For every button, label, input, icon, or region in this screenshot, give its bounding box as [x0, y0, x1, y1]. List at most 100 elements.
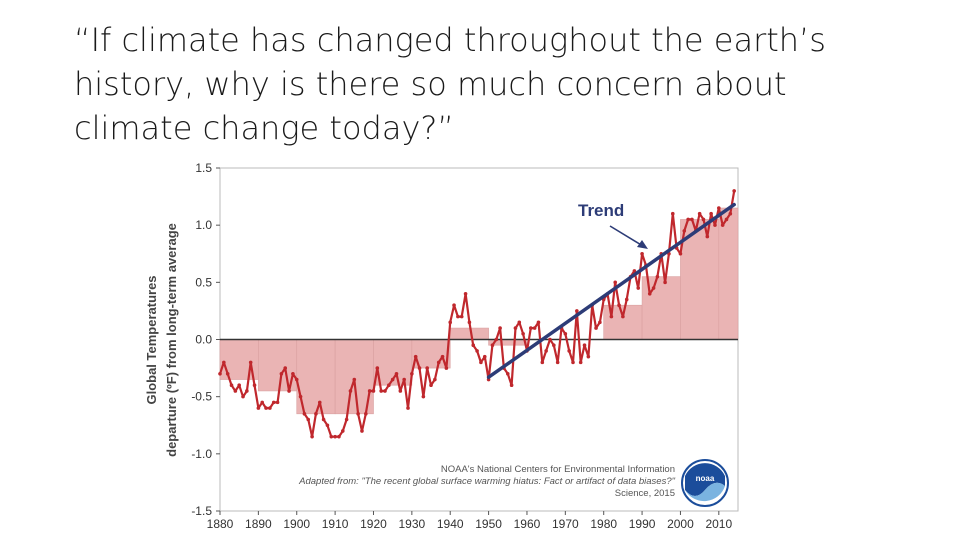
temperature-point-1916 [356, 412, 360, 416]
temperature-point-1892 [264, 406, 268, 410]
credit-line-2: Adapted from: "The recent global surface… [298, 476, 675, 487]
temperature-point-1930 [410, 372, 414, 376]
temperature-point-1945 [467, 320, 472, 325]
y-tick-label-0: 1.5 [195, 161, 212, 175]
y-tick-label-2: 0.5 [195, 275, 212, 289]
temperature-point-1944 [463, 291, 468, 296]
temperature-point-1922 [379, 389, 383, 393]
temperature-point-2010 [717, 206, 721, 210]
temperature-point-1887 [245, 389, 249, 393]
temperature-point-2001 [682, 229, 687, 233]
x-tick-label-10: 1980 [590, 517, 617, 531]
temperature-point-1898 [287, 389, 291, 393]
temperature-point-1893 [268, 406, 272, 410]
y-tick-label-4: -0.5 [191, 390, 212, 404]
temperature-point-1927 [398, 389, 403, 393]
trend-arrow-shaft [609, 225, 644, 247]
chart-credit: NOAA's National Centers for Environmenta… [298, 464, 675, 499]
temperature-point-1925 [390, 377, 395, 382]
temperature-point-1976 [586, 354, 591, 359]
temperature-point-1961 [529, 326, 533, 330]
temperature-point-2013 [728, 211, 733, 216]
temperature-chart: Global Temperatures departure (ºF) from … [144, 161, 739, 531]
temperature-point-2002 [686, 217, 690, 222]
temperature-point-1917 [360, 429, 364, 433]
temperature-point-1951 [490, 343, 495, 348]
temperature-point-1924 [387, 383, 391, 388]
temperature-point-1933 [421, 394, 426, 399]
temperature-point-1888 [248, 360, 253, 365]
y-axis-label-line-1: Global Temperatures [144, 275, 159, 404]
x-tick-label-8: 1960 [514, 517, 541, 531]
decade-bar-2 [296, 339, 336, 415]
temperature-point-1992 [647, 291, 652, 296]
y-axis-label: Global Temperatures departure (ºF) from … [144, 223, 179, 457]
temperature-point-1931 [413, 354, 418, 359]
temperature-point-1913 [344, 417, 349, 422]
decade-bar-6 [449, 327, 489, 340]
temperature-point-1956 [509, 383, 514, 388]
temperature-point-1952 [494, 337, 499, 342]
temperature-point-1970 [563, 331, 568, 336]
temperature-point-1978 [594, 326, 598, 330]
temperature-point-1896 [279, 372, 284, 376]
temperature-point-1973 [575, 309, 579, 313]
y-tick-label-3: 0.0 [195, 333, 212, 347]
temperature-point-1886 [241, 394, 245, 399]
temperature-point-1914 [348, 389, 353, 393]
temperature-point-1946 [471, 343, 476, 348]
temperature-point-1903 [306, 417, 311, 422]
temperature-point-1899 [291, 372, 295, 376]
temperature-point-1998 [670, 211, 675, 216]
temperature-point-1907 [321, 417, 326, 422]
trend-line [486, 202, 736, 379]
temperature-point-1929 [406, 406, 410, 410]
temperature-point-1915 [352, 377, 357, 382]
temperature-point-1971 [567, 349, 571, 353]
temperature-point-1902 [302, 412, 307, 416]
temperature-point-2008 [709, 211, 713, 216]
temperature-point-1935 [429, 383, 433, 388]
x-tick-label-13: 2010 [705, 517, 732, 531]
temperature-point-1982 [609, 314, 614, 319]
y-tick-label-6: -1.5 [191, 504, 212, 518]
trend-arrow-head [637, 240, 648, 249]
temperature-point-1937 [436, 360, 441, 365]
temperature-point-1941 [452, 303, 456, 307]
x-tick-label-1: 1890 [245, 517, 272, 531]
x-tick-label-2: 1900 [283, 517, 310, 531]
decade-bar-13 [718, 207, 739, 340]
temperature-point-1962 [532, 326, 537, 330]
temperature-point-1942 [456, 314, 460, 319]
y-axis-label-line-2: departure (ºF) from long-term average [164, 223, 179, 457]
temperature-point-1904 [310, 434, 314, 439]
temperature-point-1985 [621, 314, 625, 319]
temperature-point-1975 [582, 343, 587, 348]
temperature-point-1908 [325, 423, 330, 428]
temperature-point-1889 [252, 383, 257, 388]
temperature-point-1990 [640, 251, 644, 256]
temperature-point-1989 [636, 286, 641, 290]
temperature-point-1921 [375, 366, 380, 370]
temperature-point-1986 [624, 297, 629, 302]
temperature-point-1940 [448, 320, 453, 325]
temperature-point-1964 [540, 360, 545, 365]
temperature-point-1938 [440, 354, 445, 359]
temperature-point-2014 [732, 189, 736, 193]
temperature-point-1947 [475, 349, 479, 353]
credit-line-3: Science, 2015 [615, 488, 675, 499]
temperature-point-1957 [513, 326, 518, 330]
temperature-point-1885 [237, 383, 241, 388]
temperature-point-1884 [233, 389, 238, 393]
temperature-point-1967 [552, 343, 556, 348]
temperature-point-1901 [298, 394, 303, 399]
x-tick-label-3: 1910 [322, 517, 349, 531]
temperature-point-2000 [678, 251, 683, 256]
slide-title-line-2: history, why is there so much concern ab… [74, 65, 787, 103]
temperature-point-2005 [697, 211, 702, 216]
temperature-point-1918 [364, 412, 368, 416]
temperature-point-2011 [720, 223, 725, 227]
temperature-point-1905 [314, 412, 318, 416]
temperature-point-1972 [571, 360, 575, 365]
temperature-point-1932 [417, 366, 422, 370]
